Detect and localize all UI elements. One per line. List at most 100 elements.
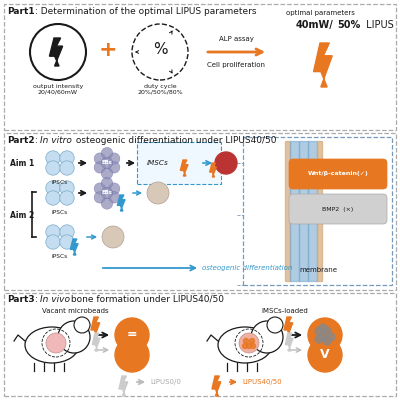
Circle shape — [323, 327, 331, 335]
Text: Cell proliferation: Cell proliferation — [207, 62, 265, 68]
Text: Aim 1: Aim 1 — [10, 158, 34, 168]
Text: iMSCs: iMSCs — [147, 160, 169, 166]
Circle shape — [115, 338, 149, 372]
Circle shape — [101, 147, 113, 159]
FancyBboxPatch shape — [289, 194, 387, 224]
Bar — [299, 141, 308, 281]
Text: Vacant microbeads: Vacant microbeads — [42, 308, 108, 314]
Text: BMP2  (×): BMP2 (×) — [322, 206, 354, 212]
Circle shape — [60, 225, 74, 239]
Polygon shape — [314, 43, 332, 87]
Polygon shape — [285, 333, 293, 351]
Circle shape — [323, 337, 331, 345]
Circle shape — [101, 157, 113, 169]
Circle shape — [60, 161, 74, 175]
Text: 50%: 50% — [337, 20, 360, 30]
Text: osteogenic differentiation: osteogenic differentiation — [202, 265, 292, 271]
Circle shape — [108, 162, 120, 173]
FancyBboxPatch shape — [4, 133, 396, 290]
Circle shape — [242, 344, 248, 348]
Text: duty cycle
20%/50%/80%: duty cycle 20%/50%/80% — [137, 84, 183, 95]
Circle shape — [244, 338, 248, 344]
Text: 40mW/: 40mW/ — [296, 20, 334, 30]
Circle shape — [108, 153, 120, 164]
Ellipse shape — [218, 327, 272, 363]
Circle shape — [46, 235, 60, 249]
Bar — [308, 141, 317, 281]
Circle shape — [46, 333, 66, 353]
Circle shape — [108, 192, 120, 203]
Circle shape — [101, 198, 113, 209]
Circle shape — [132, 24, 188, 80]
Text: In vivo: In vivo — [40, 295, 70, 304]
Text: iPSCs: iPSCs — [52, 180, 68, 185]
Circle shape — [60, 235, 74, 249]
Text: LIPUS40/50: LIPUS40/50 — [242, 379, 282, 385]
Text: LIPUS0/0: LIPUS0/0 — [150, 379, 181, 385]
Circle shape — [267, 317, 283, 333]
Circle shape — [250, 338, 254, 344]
Text: EBs: EBs — [102, 160, 112, 166]
Polygon shape — [284, 317, 293, 337]
Text: membrane: membrane — [299, 267, 337, 273]
Text: osteogenic differentiation under LIPUS40/50: osteogenic differentiation under LIPUS40… — [73, 136, 276, 145]
Text: %: % — [153, 42, 167, 58]
Circle shape — [115, 318, 149, 352]
Circle shape — [315, 327, 323, 335]
FancyBboxPatch shape — [137, 142, 221, 184]
Circle shape — [60, 181, 74, 195]
Text: :: : — [35, 295, 41, 304]
Polygon shape — [210, 163, 216, 177]
Text: :: : — [35, 136, 41, 145]
Polygon shape — [117, 195, 125, 211]
Text: =: = — [127, 328, 137, 342]
Text: iPSCs: iPSCs — [52, 254, 68, 259]
Ellipse shape — [25, 327, 79, 363]
Text: output intensity
20/40/60mW: output intensity 20/40/60mW — [33, 84, 83, 95]
Circle shape — [101, 168, 113, 179]
Circle shape — [251, 321, 283, 353]
Circle shape — [101, 177, 113, 189]
FancyBboxPatch shape — [289, 159, 387, 189]
Circle shape — [74, 317, 90, 333]
Polygon shape — [70, 239, 78, 255]
FancyBboxPatch shape — [4, 293, 396, 396]
Text: iPSCs: iPSCs — [52, 210, 68, 215]
Text: bone formation under LIPUS40/50: bone formation under LIPUS40/50 — [68, 295, 224, 304]
Circle shape — [319, 324, 327, 332]
Circle shape — [246, 344, 252, 348]
Text: Wnt/β-catenin(✓): Wnt/β-catenin(✓) — [308, 172, 368, 176]
Polygon shape — [212, 376, 221, 396]
Circle shape — [46, 181, 60, 195]
Text: In vitro: In vitro — [40, 136, 72, 145]
Circle shape — [147, 182, 169, 204]
Text: iMSCs-loaded: iMSCs-loaded — [262, 308, 308, 314]
Text: Part1: Part1 — [7, 7, 35, 16]
Circle shape — [102, 226, 124, 248]
Circle shape — [101, 187, 113, 199]
Circle shape — [319, 333, 327, 341]
Circle shape — [327, 333, 335, 341]
Circle shape — [94, 192, 106, 203]
Text: : Determination of the optimal LIPUS parameters: : Determination of the optimal LIPUS par… — [35, 7, 256, 16]
Text: Aim 2: Aim 2 — [10, 210, 34, 220]
Circle shape — [315, 335, 323, 343]
Circle shape — [60, 191, 74, 205]
Text: Part3: Part3 — [7, 295, 35, 304]
Polygon shape — [92, 333, 100, 351]
Circle shape — [60, 151, 74, 165]
Circle shape — [94, 183, 106, 194]
FancyBboxPatch shape — [4, 4, 396, 130]
Circle shape — [308, 338, 342, 372]
Polygon shape — [180, 160, 188, 176]
Text: +: + — [99, 40, 117, 60]
Circle shape — [308, 318, 342, 352]
Text: V: V — [320, 348, 330, 362]
Polygon shape — [91, 317, 100, 337]
Circle shape — [108, 183, 120, 194]
Circle shape — [46, 161, 60, 175]
Circle shape — [215, 152, 237, 174]
Text: Part2: Part2 — [7, 136, 35, 145]
Circle shape — [58, 321, 90, 353]
Circle shape — [46, 151, 60, 165]
